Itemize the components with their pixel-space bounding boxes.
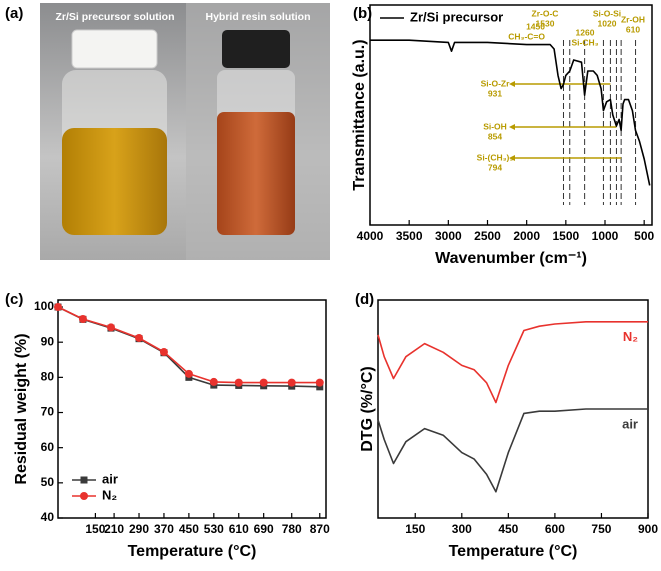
annotation: Zr-O-C bbox=[532, 8, 559, 18]
x-tick-label: 750 bbox=[591, 522, 611, 536]
y-tick-label: 70 bbox=[41, 405, 55, 419]
photo: (a) Zr/Si precursor solution Hybrid resi… bbox=[5, 3, 330, 260]
annotation: 794 bbox=[488, 162, 502, 172]
panel-label: (d) bbox=[355, 291, 374, 308]
arrow-head bbox=[509, 124, 515, 130]
x-tick-label: 150 bbox=[85, 522, 105, 536]
legend-marker bbox=[80, 492, 88, 500]
x-tick-label: 2500 bbox=[474, 229, 501, 243]
annotation: Si-CH₃ bbox=[571, 37, 598, 47]
y-axis-label: Residual weight (%) bbox=[13, 333, 30, 484]
x-tick-label: 600 bbox=[545, 522, 565, 536]
marker bbox=[209, 377, 218, 386]
caption: Zr/Si precursor solution bbox=[55, 11, 174, 23]
x-tick-label: 690 bbox=[254, 522, 274, 536]
panel-label: (b) bbox=[353, 5, 372, 22]
annotation: Si-(CH₃)₃ bbox=[477, 152, 514, 162]
annotation: Si-OH bbox=[483, 121, 507, 131]
series-label: air bbox=[622, 416, 638, 431]
series-line bbox=[377, 408, 648, 493]
y-axis-label: DTG (%/°C) bbox=[359, 366, 376, 452]
x-tick-label: 450 bbox=[179, 522, 199, 536]
black-cap bbox=[222, 30, 290, 68]
panel-label: (a) bbox=[5, 5, 23, 22]
x-tick-label: 2000 bbox=[513, 229, 540, 243]
x-tick-label: 3500 bbox=[396, 229, 423, 243]
x-tick-label: 870 bbox=[310, 522, 330, 536]
marker bbox=[184, 369, 193, 378]
plot-frame bbox=[57, 299, 327, 519]
y-tick-label: 80 bbox=[41, 370, 55, 384]
marker bbox=[78, 314, 87, 323]
x-tick-label: 780 bbox=[282, 522, 302, 536]
x-tick-label: 1500 bbox=[552, 229, 579, 243]
y-axis-label: Transmittance (a.u.) bbox=[351, 39, 368, 190]
legend-marker bbox=[80, 476, 88, 484]
marker bbox=[259, 378, 268, 387]
annotation: Si-O-Si bbox=[593, 8, 621, 18]
y-tick-label: 40 bbox=[41, 510, 55, 524]
x-tick-label: 290 bbox=[129, 522, 149, 536]
marker bbox=[54, 303, 62, 312]
x-tick-label: 610 bbox=[229, 522, 249, 536]
bottle-liquid bbox=[62, 128, 167, 235]
series-line bbox=[377, 321, 648, 404]
legend-label: Zr/Si precursor bbox=[410, 9, 503, 24]
annotation: 1530 bbox=[536, 18, 555, 28]
annotation: 854 bbox=[488, 131, 502, 141]
annotation: Zr-OH bbox=[621, 14, 645, 24]
x-tick-label: 210 bbox=[104, 522, 124, 536]
x-tick-label: 3000 bbox=[435, 229, 462, 243]
caption: Hybrid resin solution bbox=[205, 11, 310, 23]
y-tick-label: 100 bbox=[34, 299, 54, 313]
series-line bbox=[370, 39, 651, 186]
marker bbox=[287, 378, 296, 387]
x-tick-label: 150 bbox=[405, 522, 425, 536]
y-tick-label: 50 bbox=[41, 475, 55, 489]
plot-frame bbox=[369, 4, 653, 226]
panel-label: (c) bbox=[5, 291, 23, 308]
annotation: 1020 bbox=[598, 18, 617, 28]
marker bbox=[135, 333, 144, 342]
x-axis-label: Temperature (°C) bbox=[449, 543, 578, 560]
marker bbox=[234, 378, 243, 387]
arrow-head bbox=[509, 81, 515, 87]
arrow-head bbox=[509, 155, 515, 161]
annotation: 1450 bbox=[526, 21, 545, 31]
white-cap bbox=[71, 29, 158, 69]
x-tick-label: 300 bbox=[452, 522, 472, 536]
series-label: N₂ bbox=[623, 329, 638, 344]
x-tick-label: 370 bbox=[154, 522, 174, 536]
x-tick-label: 4000 bbox=[357, 229, 384, 243]
marker bbox=[315, 378, 324, 387]
y-tick-label: 60 bbox=[41, 440, 55, 454]
marker bbox=[106, 323, 115, 332]
legend-label: N₂ bbox=[102, 487, 117, 502]
annotation: 1260 bbox=[576, 27, 595, 37]
x-axis-label: Wavenumber (cm⁻¹) bbox=[435, 250, 587, 267]
y-tick-label: 90 bbox=[41, 334, 55, 348]
annotation: 610 bbox=[626, 24, 640, 34]
legend-label: air bbox=[102, 471, 118, 486]
marker bbox=[159, 348, 168, 357]
vial-liquid bbox=[217, 112, 295, 235]
x-tick-label: 450 bbox=[498, 522, 518, 536]
x-tick-label: 530 bbox=[204, 522, 224, 536]
x-tick-label: 900 bbox=[638, 522, 658, 536]
marker bbox=[316, 383, 324, 391]
x-tick-label: 1000 bbox=[592, 229, 619, 243]
annotation: Si-O-Zr bbox=[481, 78, 510, 88]
x-axis-label: Temperature (°C) bbox=[128, 543, 257, 560]
annotation: CH₃-C=O bbox=[508, 31, 545, 41]
x-tick-label: 500 bbox=[634, 229, 654, 243]
annotation: 931 bbox=[488, 88, 502, 98]
